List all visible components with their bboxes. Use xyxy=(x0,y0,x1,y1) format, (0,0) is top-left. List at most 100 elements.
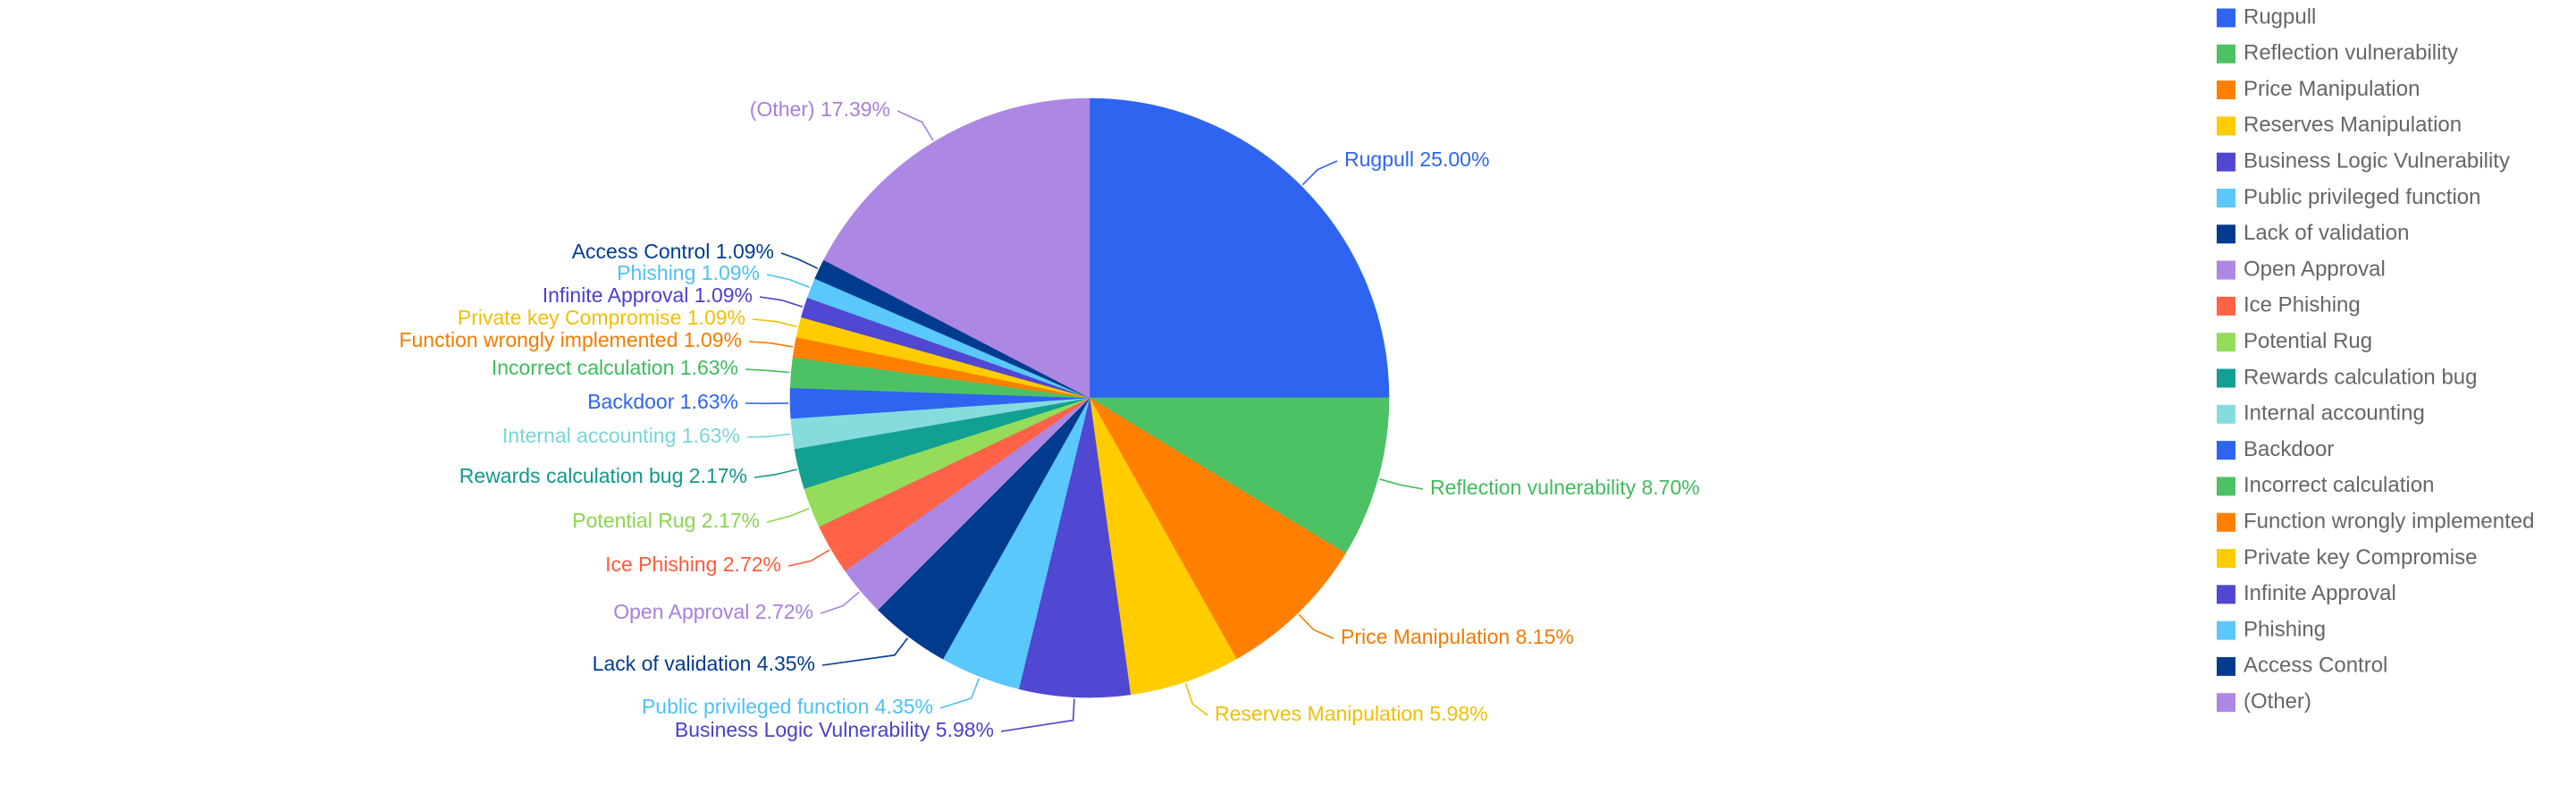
legend-swatch xyxy=(2217,656,2235,676)
legend-item[interactable]: Infinite Approval xyxy=(2217,581,2396,605)
label-leader-lines xyxy=(745,110,1424,732)
legend-item[interactable]: Function wrongly implemented xyxy=(2217,510,2535,534)
legend-label: Access Control xyxy=(2243,654,2387,678)
legend-item[interactable]: (Other) xyxy=(2217,689,2311,714)
legend-swatch xyxy=(2217,549,2235,568)
leader-line xyxy=(1379,478,1424,490)
pie-slices xyxy=(789,97,1390,698)
leader-line xyxy=(1184,683,1208,716)
legend-swatch xyxy=(2217,8,2235,28)
slice-label: Business Logic Vulnerability 5.98% xyxy=(675,718,994,741)
legend-label: Private key Compromise xyxy=(2243,545,2477,570)
slice-labels: Rugpull 25.00% Reflection vulnerability 8… xyxy=(399,97,1699,741)
legend-item[interactable]: Access Control xyxy=(2217,654,2387,678)
leader-line xyxy=(897,110,934,141)
legend-item[interactable]: Price Manipulation xyxy=(2217,77,2420,101)
legend-label: Function wrongly implemented xyxy=(2243,510,2535,534)
legend-swatch xyxy=(2217,477,2235,496)
legend-swatch xyxy=(2217,404,2235,424)
slice-label: Price Manipulation 8.15% xyxy=(1341,625,1574,648)
legend-label: Potential Rug xyxy=(2243,329,2372,353)
leader-line xyxy=(766,507,810,523)
pie-slice-business-logic-vulnerability[interactable] xyxy=(1018,397,1132,698)
legend-label: Incorrect calculation xyxy=(2243,473,2434,497)
legend-swatch xyxy=(2217,512,2235,532)
legend-item[interactable]: Internal accounting xyxy=(2217,401,2425,426)
slice-label: (Other) 17.39% xyxy=(750,97,890,121)
pie-slice-other[interactable] xyxy=(823,97,1090,399)
legend-item[interactable]: Business Logic Vulnerability xyxy=(2217,149,2510,173)
legend-label: Reflection vulnerability xyxy=(2243,41,2458,65)
legend-label: Business Logic Vulnerability xyxy=(2243,149,2510,173)
pie-slice-price-manipulation[interactable] xyxy=(1089,397,1346,660)
pie-slice-reflection-vulnerability[interactable] xyxy=(1088,397,1390,554)
legend-label: Open Approval xyxy=(2243,257,2386,281)
leader-line xyxy=(745,368,790,374)
legend: Rugpull Reflection vulnerability Price Man… xyxy=(2217,4,2535,714)
leader-line xyxy=(821,638,909,666)
legend-swatch xyxy=(2217,621,2235,640)
pie-slice-rugpull[interactable] xyxy=(1089,97,1390,399)
leader-line xyxy=(753,469,797,478)
slice-label: Access Control 1.09% xyxy=(572,240,774,263)
legend-item[interactable]: Public privileged function xyxy=(2217,185,2481,209)
leader-line xyxy=(820,591,860,614)
slice-label: Ice Phishing 2.72% xyxy=(605,553,781,576)
slice-label: Phishing 1.09% xyxy=(617,261,760,284)
slice-label: Internal accounting 1.63% xyxy=(502,424,740,447)
legend-swatch xyxy=(2217,693,2235,713)
legend-label: Rugpull xyxy=(2243,4,2316,29)
legend-label: Ice Phishing xyxy=(2243,293,2361,317)
legend-swatch xyxy=(2217,260,2235,280)
legend-swatch xyxy=(2217,585,2235,604)
legend-item[interactable]: Lack of validation xyxy=(2217,221,2409,245)
legend-item[interactable]: Reflection vulnerability xyxy=(2217,41,2458,65)
legend-label: Lack of validation xyxy=(2243,221,2409,245)
legend-item[interactable]: Open Approval xyxy=(2217,257,2386,281)
legend-swatch xyxy=(2217,441,2235,460)
legend-label: Rewards calculation bug xyxy=(2243,365,2477,389)
legend-item[interactable]: Rewards calculation bug xyxy=(2217,365,2477,389)
legend-label: (Other) xyxy=(2243,689,2311,714)
legend-label: Reserves Manipulation xyxy=(2243,113,2462,137)
slice-label: Rewards calculation bug 2.17% xyxy=(459,464,747,487)
legend-item[interactable]: Rugpull xyxy=(2217,4,2316,29)
legend-item[interactable]: Potential Rug xyxy=(2217,329,2372,353)
legend-swatch xyxy=(2217,189,2235,207)
legend-item[interactable]: Ice Phishing xyxy=(2217,293,2361,317)
legend-item[interactable]: Reserves Manipulation xyxy=(2217,113,2462,137)
slice-label: Private key Compromise 1.09% xyxy=(458,306,745,329)
slice-label: Function wrongly implemented 1.09% xyxy=(399,328,742,351)
legend-item[interactable]: Backdoor xyxy=(2217,437,2334,461)
slice-label: Rugpull 25.00% xyxy=(1344,148,1489,171)
legend-swatch xyxy=(2217,224,2235,244)
leader-line xyxy=(748,341,794,348)
legend-item[interactable]: Private key Compromise xyxy=(2217,545,2477,570)
legend-label: Public privileged function xyxy=(2243,185,2481,209)
pie-slice-reserves-manipulation[interactable] xyxy=(1089,397,1237,696)
legend-label: Price Manipulation xyxy=(2243,77,2420,101)
leader-line xyxy=(766,274,810,289)
leader-line xyxy=(1301,160,1338,186)
slice-label: Lack of validation 4.35% xyxy=(593,652,815,675)
leader-line xyxy=(752,318,797,328)
leader-line xyxy=(1298,613,1334,639)
legend-item[interactable]: Phishing xyxy=(2217,617,2326,641)
legend-swatch xyxy=(2217,44,2235,63)
slice-label: Backdoor 1.63% xyxy=(587,390,738,413)
legend-swatch xyxy=(2217,116,2235,136)
slice-label: Infinite Approval 1.09% xyxy=(543,283,753,307)
legend-swatch xyxy=(2217,368,2235,388)
leader-line xyxy=(780,252,819,269)
slice-label: Reserves Manipulation 5.98% xyxy=(1215,702,1488,725)
slice-label: Public privileged function 4.35% xyxy=(642,695,933,718)
legend-swatch xyxy=(2217,80,2235,100)
legend-item[interactable]: Incorrect calculation xyxy=(2217,473,2434,497)
legend-label: Internal accounting xyxy=(2243,401,2425,426)
slice-label: Open Approval 2.72% xyxy=(613,600,813,623)
legend-swatch xyxy=(2217,333,2235,352)
leader-line xyxy=(746,433,791,438)
leader-line xyxy=(787,549,830,567)
leader-line xyxy=(939,678,981,709)
